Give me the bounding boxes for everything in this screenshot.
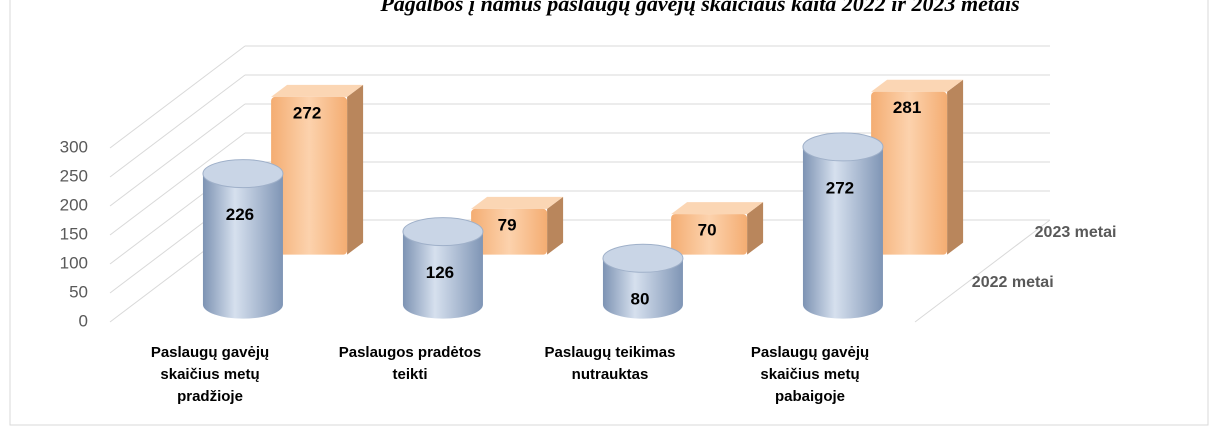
grid-line [109, 132, 246, 236]
data-label: 79 [498, 215, 517, 234]
chart-title: Pagalbos į namus paslaugų gavėjų skaičia… [379, 0, 1019, 16]
bar [402, 231, 483, 319]
grid-line [109, 103, 246, 207]
bar [871, 91, 948, 255]
x-tick-label: Paslaugos pradėtos teikti [338, 344, 482, 383]
data-label: 70 [698, 221, 717, 240]
y-tick-label: 100 [60, 253, 88, 272]
bar [202, 173, 283, 319]
bar-top [271, 84, 364, 97]
chart-border [9, 0, 1209, 426]
bar-top [602, 243, 684, 273]
grid-line [109, 45, 246, 149]
data-label: 126 [426, 263, 454, 282]
data-label: 226 [226, 205, 254, 224]
x-tick-label: Paslaugų gavėjų skaičius metų pradžioje [150, 344, 270, 405]
bar-top [471, 196, 564, 209]
y-tick-label: 0 [79, 311, 88, 330]
bar [602, 258, 683, 319]
y-tick-label: 200 [60, 195, 88, 214]
y-tick-label: 50 [69, 282, 88, 301]
y-tick-label: 150 [60, 224, 88, 243]
bar-top [871, 79, 964, 92]
data-label: 272 [293, 103, 321, 122]
bar-side [747, 202, 764, 255]
bar [471, 208, 548, 255]
y-tick-label: 300 [60, 137, 88, 156]
y-tick-label: 250 [60, 166, 88, 185]
bar-side [347, 84, 364, 255]
bar [271, 96, 348, 255]
bar-top [202, 159, 284, 189]
floor-edge [914, 219, 1051, 323]
bar [802, 146, 883, 319]
data-label: 80 [630, 290, 649, 309]
bar-top [802, 132, 884, 162]
data-label: 281 [893, 98, 921, 117]
bar-top [671, 202, 764, 215]
bar-top [402, 217, 484, 247]
data-label: 272 [826, 178, 854, 197]
x-tick-label: Paslaugų teikimas nutrauktas [544, 344, 676, 383]
x-tick-label: Paslaugų gavėjų skaičius metų pabaigoje [750, 344, 870, 405]
bar [671, 214, 748, 255]
legend-label: 2023 metai [1035, 224, 1117, 241]
grid-line [109, 74, 246, 178]
bar-side [947, 79, 964, 255]
legend-label: 2022 metai [972, 274, 1054, 291]
bar-side [547, 196, 564, 255]
